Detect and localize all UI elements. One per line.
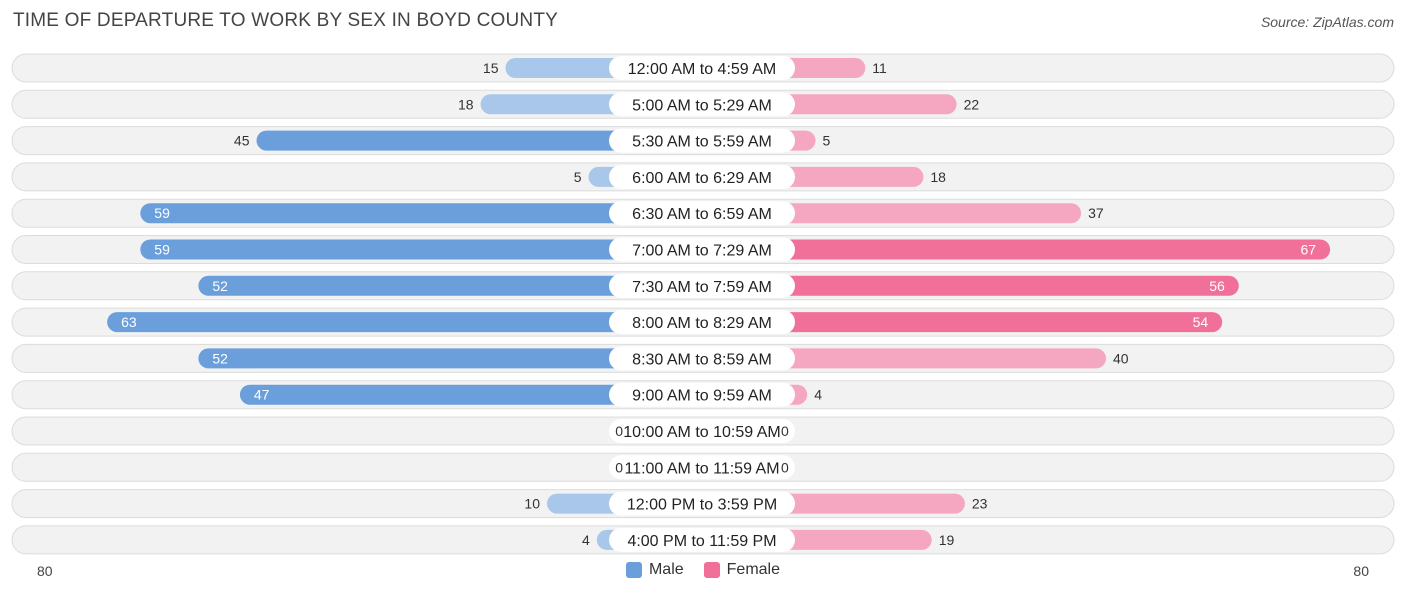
category-label: 11:00 AM to 11:59 AM	[624, 460, 779, 477]
bar-male	[239, 384, 712, 405]
category-label: 4:00 PM to 11:59 PM	[627, 533, 776, 550]
legend-label-female: Female	[726, 561, 781, 578]
legend-item-male: Male	[625, 561, 684, 579]
category-label: 5:00 AM to 5:29 AM	[632, 97, 772, 114]
value-label-male: 15	[483, 60, 499, 76]
value-label-female: 40	[1113, 350, 1129, 366]
value-label-female: 5	[823, 133, 831, 149]
value-label-male: 5	[574, 169, 582, 185]
value-label-male: 52	[212, 350, 228, 366]
category-pill	[609, 237, 795, 262]
value-label-female: 37	[1088, 205, 1104, 221]
value-label-male: 45	[234, 133, 250, 149]
value-label-male: 0	[615, 459, 623, 475]
value-label-female: 11	[872, 60, 887, 76]
category-label: 12:00 AM to 4:59 AM	[628, 61, 777, 78]
bar-female	[692, 239, 1331, 260]
category-pill	[609, 310, 795, 335]
value-label-female: 22	[964, 96, 980, 112]
value-label-male: 47	[254, 387, 270, 403]
category-label: 5:30 AM to 5:59 AM	[632, 134, 772, 151]
value-label-female: 54	[1193, 314, 1209, 330]
category-pill	[609, 273, 795, 298]
value-label-female: 23	[972, 496, 988, 512]
category-pill	[609, 128, 795, 153]
category-label: 7:30 AM to 7:59 AM	[632, 279, 772, 296]
category-pill	[609, 201, 795, 226]
value-label-female: 4	[814, 387, 822, 403]
value-label-male: 59	[154, 205, 170, 221]
category-pill	[609, 419, 795, 443]
value-label-male: 18	[458, 96, 474, 112]
category-label: 9:00 AM to 9:59 AM	[632, 388, 772, 405]
legend: Male Female	[0, 561, 1406, 579]
legend-swatch-male	[625, 562, 642, 578]
chart-source: Source: ZipAtlas.com	[1260, 14, 1394, 30]
bar-male	[198, 348, 712, 369]
category-label: 8:00 AM to 8:29 AM	[632, 315, 772, 332]
value-label-female: 19	[939, 532, 955, 548]
bar-male	[140, 239, 713, 260]
chart: 12:00 AM to 4:59 AM 15 11 5:00 AM to 5:29 A…	[11, 53, 1395, 555]
category-label: 7:00 AM to 7:29 AM	[632, 243, 772, 260]
category-label: 6:00 AM to 6:29 AM	[632, 170, 772, 187]
category-pill	[609, 455, 795, 480]
category-pill	[609, 92, 795, 117]
value-label-male: 52	[212, 278, 228, 294]
category-label: 12:00 PM to 3:59 PM	[627, 497, 777, 514]
category-label: 6:30 AM to 6:59 AM	[632, 206, 772, 223]
category-pill	[609, 346, 795, 371]
value-label-female: 18	[930, 169, 946, 185]
category-pill	[609, 382, 795, 407]
value-label-male: 4	[582, 532, 590, 548]
value-label-male: 63	[121, 314, 137, 330]
value-label-male: 0	[615, 423, 623, 439]
value-label-female: 0	[781, 459, 789, 475]
category-pill	[609, 56, 795, 80]
axis-tick-left: 80	[37, 563, 53, 579]
value-label-female: 67	[1301, 242, 1317, 258]
value-label-male: 10	[524, 496, 540, 512]
legend-swatch-female	[703, 562, 720, 578]
bar-male	[198, 275, 712, 296]
category-label: 10:00 AM to 10:59 AM	[623, 424, 780, 441]
bar-female	[692, 348, 1106, 369]
bar-female	[692, 275, 1239, 296]
value-label-male: 59	[154, 242, 170, 258]
category-label: 8:30 AM to 8:59 AM	[632, 351, 772, 368]
legend-label-male: Male	[648, 561, 684, 578]
category-pill	[609, 527, 795, 552]
bar-female	[692, 312, 1223, 333]
value-label-female: 0	[781, 423, 789, 439]
value-label-female: 56	[1209, 278, 1225, 294]
bar-male	[140, 203, 713, 224]
legend-item-female: Female	[703, 561, 781, 579]
category-pill	[609, 491, 795, 516]
bar-male	[107, 312, 713, 333]
axis-tick-right: 80	[1353, 563, 1369, 579]
chart-title: TIME OF DEPARTURE TO WORK BY SEX IN BOYD…	[13, 10, 558, 31]
bar-male	[256, 130, 712, 151]
category-pill	[609, 164, 795, 189]
